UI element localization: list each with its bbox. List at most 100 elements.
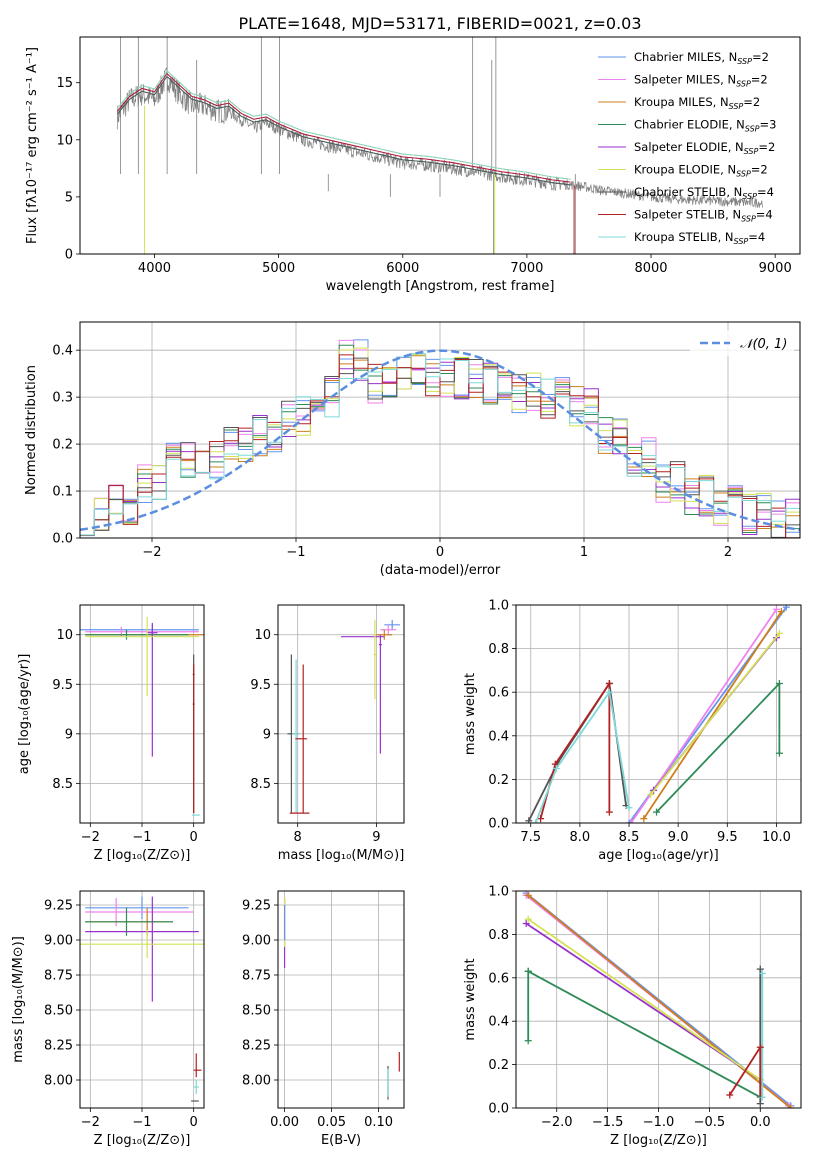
x-tick-label: 6000 xyxy=(386,261,419,276)
y-axis-label: Normed distribution xyxy=(24,365,39,495)
weight-line xyxy=(527,970,761,1098)
legend-label-sub: SSP xyxy=(734,237,749,246)
x-tick-label: −1.5 xyxy=(592,1115,624,1130)
axes-residuals: −2 −1 0 1 2 0.0 0.1 0.2 0.3 0.4 (data-model)/error… xyxy=(24,322,800,578)
y-tick-label: 8.50 xyxy=(44,1004,73,1019)
x-tick-label: −2.0 xyxy=(541,1115,573,1130)
y-tick-label: 0.8 xyxy=(488,642,509,657)
axes-frame xyxy=(277,890,405,1109)
axes-spectrum: 4000 5000 6000 7000 8000 9000 0 5 10 15 wavelength… xyxy=(25,47,792,294)
x-axis-label: mass [log₁₀(M/M⊙)] xyxy=(278,848,405,863)
legend-label-tail: =2 xyxy=(758,140,775,154)
x-tick-label: −2 xyxy=(81,1115,100,1130)
y-tick-label: 0.4 xyxy=(488,1015,509,1030)
x-tick-label: −1 xyxy=(132,830,151,845)
legend-label-sub: SSP xyxy=(737,57,752,66)
y-axis-label: age [log₁₀(age/yr)] xyxy=(17,654,32,775)
weight-line xyxy=(534,689,630,823)
y-tick-label: 8.00 xyxy=(242,1074,271,1089)
legend-label-base: Kroupa MILES, N xyxy=(634,95,729,109)
legend-label: 𝒩(0, 1) xyxy=(740,337,787,352)
legend-label: Kroupa MILES, NSSP=2 xyxy=(634,95,760,111)
y-tick-label: 9 xyxy=(65,727,73,742)
mass-ebv-points xyxy=(283,898,400,1100)
y-tick-label: 9.5 xyxy=(52,678,73,693)
legend-label-sub: SSP xyxy=(736,80,751,89)
x-axis-label: Z [log₁₀(Z/Z⊙)] xyxy=(94,848,191,863)
mass-z-points xyxy=(80,896,204,1102)
y-tick-label: 0.8 xyxy=(488,928,509,943)
legend-label-base: Chabrier MILES, N xyxy=(634,50,737,64)
x-tick-label: −1 xyxy=(286,545,305,560)
axes-age_vs_mass: 8 9 8.5 9 9.5 10 mass [log₁₀(M/M⊙)] xyxy=(250,605,404,863)
legend-label-base: Chabrier ELODIE, N xyxy=(634,118,745,132)
x-tick-label: 9000 xyxy=(759,261,792,276)
legend-label-tail: =4 xyxy=(756,208,773,222)
weight-line xyxy=(539,680,611,819)
x-tick-label: 9 xyxy=(372,830,380,845)
x-tick-label: 9.0 xyxy=(668,830,689,845)
x-tick-label: 8.0 xyxy=(570,830,591,845)
legend-label-base: Chabrier STELIB, N xyxy=(634,185,742,199)
axes-frame xyxy=(79,890,205,1109)
x-tick-label: −2 xyxy=(142,545,161,560)
y-tick-label: 9.5 xyxy=(250,678,271,693)
weight-line xyxy=(643,611,783,820)
y-tick-label: 9 xyxy=(263,727,271,742)
age-mass-points xyxy=(287,619,401,814)
legend-label: Kroupa ELODIE, NSSP=2 xyxy=(634,163,768,179)
model-line xyxy=(116,70,571,180)
axes-frame xyxy=(515,890,802,1109)
x-tick-label: 0.00 xyxy=(270,1115,299,1130)
y-tick-label: 0.0 xyxy=(488,1102,509,1117)
x-tick-label: 9.5 xyxy=(717,830,738,845)
axes-frame xyxy=(515,604,802,824)
histogram-step xyxy=(80,353,800,538)
legend-label-tail: =2 xyxy=(751,163,768,177)
y-tick-label: 10 xyxy=(254,628,271,643)
x-tick-label: −2 xyxy=(81,830,100,845)
y-tick-label: 0.6 xyxy=(488,686,509,701)
y-tick-label: 10 xyxy=(56,628,73,643)
legend-label-base: Salpeter MILES, N xyxy=(634,73,736,87)
axes-weight_vs_Z: −2.0 −1.5 −1.0 −0.5 0.0 0.0 0.2 0.4 0.6 0.8 1.0 Z [… xyxy=(463,885,801,1148)
legend-label-tail: =4 xyxy=(748,230,765,244)
legend-label-tail: =4 xyxy=(757,185,774,199)
model-line xyxy=(116,72,571,183)
x-axis-label: Z [log₁₀(Z/Z⊙)] xyxy=(610,1133,707,1148)
x-tick-label: 7000 xyxy=(510,261,543,276)
y-tick-label: 8.5 xyxy=(52,777,73,792)
y-axis-label: mass weight xyxy=(463,673,478,755)
y-tick-label: 8.50 xyxy=(242,1004,271,1019)
y-tick-label: 0.6 xyxy=(488,971,509,986)
x-axis-label: wavelength [Angstrom, rest frame] xyxy=(326,279,555,294)
legend-label: Salpeter MILES, NSSP=2 xyxy=(634,73,768,89)
legend-label-sub: SSP xyxy=(742,192,757,201)
axes-frame xyxy=(277,604,405,824)
y-tick-label: 8.75 xyxy=(44,969,73,984)
legend-label-tail: =2 xyxy=(743,95,760,109)
legend-label: Salpeter ELODIE, NSSP=2 xyxy=(634,140,775,156)
y-tick-label: 0.0 xyxy=(52,532,73,547)
residual-plot xyxy=(80,339,800,538)
spectrum-data-line xyxy=(116,67,764,208)
x-tick-label: 8 xyxy=(294,830,302,845)
legend-label-base: Kroupa STELIB, N xyxy=(634,230,734,244)
y-tick-label: 9.25 xyxy=(242,899,271,914)
legend-label-sub: SSP xyxy=(744,147,759,156)
x-tick-label: 0.10 xyxy=(364,1115,393,1130)
axes-age_vs_Z: −2 −1 0 8.5 9 9.5 10 Z [log₁₀(Z/Z⊙)] age [log₁₀(… xyxy=(17,605,204,863)
x-tick-label: 8.5 xyxy=(619,830,640,845)
legend-label-base: Kroupa ELODIE, N xyxy=(634,163,736,177)
weight-line xyxy=(655,682,781,813)
age-z-points xyxy=(80,616,204,816)
weight-z-lines xyxy=(522,891,795,1108)
y-tick-label: 0.4 xyxy=(488,729,509,744)
y-tick-label: 9.00 xyxy=(242,934,271,949)
legend-label-sub: SSP xyxy=(741,215,756,224)
axes-weight_vs_age: 7.5 8.0 8.5 9.0 9.5 10.0 0.0 0.2 0.4 0.6 0.8 1.0 age… xyxy=(463,599,801,863)
legend-label-sub: SSP xyxy=(729,102,744,111)
weight-line xyxy=(527,894,792,1108)
